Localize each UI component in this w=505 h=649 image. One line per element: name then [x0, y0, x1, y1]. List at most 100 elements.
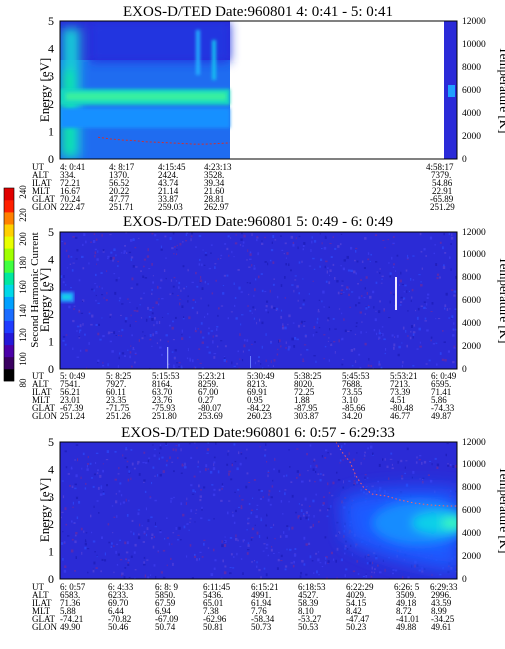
noise-speckle: [321, 300, 323, 303]
noise-speckle: [309, 444, 312, 447]
noise-speckle: [78, 337, 81, 339]
orbit-cell: -84.22: [247, 403, 270, 413]
noise-speckle: [201, 367, 204, 369]
noise-speckle: [413, 324, 416, 327]
noise-speckle: [384, 352, 386, 355]
noise-speckle: [299, 575, 302, 578]
noise-speckle: [455, 275, 457, 279]
noise-speckle: [439, 276, 441, 279]
noise-speckle: [253, 294, 255, 297]
noise-speckle: [132, 238, 135, 241]
noise-speckle: [394, 336, 396, 338]
noise-speckle: [371, 485, 374, 488]
noise-speckle: [223, 274, 226, 277]
orbit-cell: 39.34: [204, 178, 225, 188]
noise-speckle: [192, 489, 195, 493]
orbit-cell: 8.99: [431, 606, 447, 616]
noise-speckle: [85, 532, 88, 534]
noise-speckle: [178, 444, 180, 447]
noise-speckle: [251, 343, 253, 345]
noise-speckle: [151, 288, 153, 291]
noise-speckle: [261, 321, 264, 325]
color-scale-cell: [4, 188, 14, 201]
noise-speckle: [154, 499, 157, 502]
noise-speckle: [338, 339, 340, 343]
noise-speckle: [95, 452, 99, 454]
noise-speckle: [300, 517, 302, 520]
panel-3-heatmap: [60, 442, 457, 579]
noise-speckle: [294, 279, 297, 281]
noise-speckle: [159, 452, 161, 454]
noise-speckle: [268, 489, 271, 493]
orbit-row-label: GLAT: [32, 614, 55, 624]
noise-speckle: [396, 254, 399, 257]
noise-speckle: [84, 542, 87, 546]
noise-speckle: [96, 263, 98, 265]
noise-speckle: [243, 234, 246, 238]
color-scale-tick: 240: [18, 185, 28, 199]
noise-speckle: [72, 319, 75, 323]
noise-speckle: [152, 306, 154, 309]
noise-speckle: [294, 337, 297, 340]
orbit-cell: 5:38:25: [294, 371, 322, 381]
noise-speckle: [115, 493, 117, 495]
noise-speckle: [128, 499, 130, 502]
noise-speckle: [337, 245, 340, 248]
noise-speckle: [127, 562, 129, 564]
noise-speckle: [308, 265, 312, 267]
noise-speckle: [412, 365, 415, 367]
noise-speckle: [250, 538, 253, 541]
noise-speckle: [138, 339, 140, 342]
color-scale-ticks: 80 100 120 140 160 180 200 220 240: [18, 185, 28, 388]
noise-speckle: [317, 309, 320, 311]
noise-speckle: [434, 244, 436, 246]
noise-speckle: [90, 514, 92, 518]
noise-speckle: [401, 342, 403, 344]
orbit-cell: 8164.: [152, 379, 172, 389]
noise-speckle: [367, 252, 370, 255]
noise-speckle: [195, 327, 197, 331]
noise-speckle: [404, 284, 407, 287]
orbit-cell: -75.93: [152, 403, 176, 413]
noise-speckle: [166, 517, 168, 519]
panel-3-y-axis: 0 1 2 3 4 5: [48, 435, 54, 586]
noise-speckle: [283, 475, 285, 478]
noise-speckle: [431, 302, 434, 305]
panel-1-energy-band-core: [66, 93, 226, 100]
color-scale-tick: 100: [18, 352, 28, 366]
noise-speckle: [143, 479, 146, 482]
noise-speckle: [284, 297, 286, 299]
noise-speckle: [256, 565, 258, 568]
orbit-cell: 5:53:21: [390, 371, 418, 381]
noise-speckle: [70, 549, 74, 553]
orbit-cell: 1370.: [109, 170, 129, 180]
noise-speckle: [326, 515, 329, 518]
noise-speckle: [305, 511, 308, 514]
noise-speckle: [420, 284, 423, 287]
noise-speckle: [234, 491, 236, 493]
noise-speckle: [373, 571, 376, 574]
noise-speckle: [288, 263, 290, 266]
noise-speckle: [62, 335, 66, 338]
noise-speckle: [85, 349, 88, 352]
noise-speckle: [378, 363, 381, 366]
noise-speckle: [120, 335, 122, 337]
noise-speckle: [223, 544, 227, 547]
orbit-cell: 3509.: [396, 590, 416, 600]
noise-speckle: [137, 463, 139, 465]
noise-speckle: [392, 242, 395, 245]
noise-speckle: [379, 571, 382, 574]
noise-speckle: [179, 243, 182, 246]
noise-speckle: [276, 353, 279, 356]
noise-speckle: [270, 526, 273, 529]
noise-speckle: [282, 323, 284, 327]
noise-speckle: [97, 359, 100, 362]
noise-speckle: [125, 232, 128, 234]
orbit-cell: 6: 0:49: [431, 371, 457, 381]
noise-speckle: [424, 320, 427, 322]
noise-speckle: [147, 306, 149, 310]
noise-speckle: [76, 249, 79, 252]
noise-speckle: [297, 299, 299, 302]
noise-speckle: [270, 305, 273, 309]
noise-speckle: [341, 358, 344, 361]
